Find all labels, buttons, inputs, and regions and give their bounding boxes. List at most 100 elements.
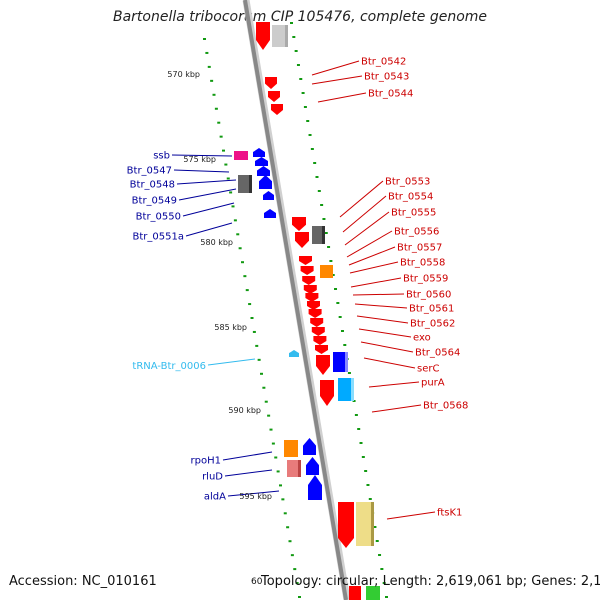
- forward-cds: [292, 217, 306, 231]
- gc-dot-right: [380, 568, 384, 570]
- callout-line: [386, 511, 436, 520]
- reverse-cds: [264, 209, 276, 218]
- gc-dot-left: [248, 303, 252, 306]
- forward-cds-small: [307, 301, 320, 310]
- gc-dot-left: [276, 470, 280, 473]
- forward-cds-small: [310, 318, 324, 327]
- gene-label-Btr_0559: Btr_0559: [403, 274, 448, 285]
- callout-line: [339, 180, 384, 218]
- gc-dot-right: [347, 372, 351, 374]
- gc-dot-right: [313, 162, 317, 164]
- callout-line: [207, 358, 256, 366]
- topology-text: Topology: circular; Length: 2,619,061 bp…: [261, 574, 600, 589]
- gc-dot-left: [267, 414, 271, 417]
- callout-line: [360, 341, 414, 353]
- callout-line: [368, 381, 420, 388]
- gene-label-Btr_0549: Btr_0549: [132, 196, 177, 207]
- gc-dot-right: [343, 344, 347, 346]
- gc-dot-left: [271, 442, 275, 445]
- gc-dot-right: [338, 316, 342, 318]
- gc-dot-right: [334, 288, 338, 290]
- gc-dot-right: [378, 554, 382, 556]
- gc-dot-right: [306, 120, 310, 122]
- grey-feature-shade: [249, 175, 252, 193]
- gc-dot-right: [352, 400, 356, 402]
- callout-line: [311, 60, 360, 76]
- gc-dot-left: [214, 107, 218, 110]
- scale-label: 585 kbp: [214, 323, 247, 332]
- label-callouts: Btr_0542 Btr_0543 Btr_0544 Btr_0553 Btr_0554…: [127, 57, 468, 520]
- pink-feature: [287, 460, 301, 477]
- gc-dot-right: [320, 204, 324, 206]
- grey-feature-top-shade: [285, 25, 288, 47]
- reverse-cds: [253, 148, 265, 157]
- gc-dot-right: [354, 414, 358, 416]
- gc-dot-right: [373, 526, 377, 528]
- callout-line: [185, 222, 233, 237]
- gc-dot-left: [233, 219, 237, 222]
- reverse-cds: [308, 475, 322, 500]
- callout-line: [352, 293, 405, 296]
- map-title: Bartonella tribocorum CIP 105476, comple…: [112, 9, 488, 25]
- gc-dot-left: [231, 205, 235, 208]
- gc-dot-right: [317, 190, 321, 192]
- gc-dot-left: [203, 38, 206, 40]
- gene-label-Btr_0557: Btr_0557: [397, 243, 442, 254]
- gc-dot-right: [331, 274, 335, 276]
- scale-label: 580 kbp: [200, 238, 233, 247]
- forward-cds-small: [308, 309, 322, 318]
- gc-dot-left: [255, 344, 259, 347]
- feature-glyphs: [234, 22, 380, 600]
- gc-dot-left: [241, 261, 244, 264]
- callout-line: [222, 451, 273, 461]
- forward-cds-small: [300, 266, 314, 275]
- gc-dot-right: [301, 92, 305, 94]
- gene-label-Btr_0568: Btr_0568: [423, 401, 468, 412]
- gc-dot-right: [290, 22, 293, 24]
- reverse-cds: [263, 191, 274, 200]
- gene-label-purA: purA: [421, 378, 445, 389]
- gc-dot-left: [269, 428, 273, 431]
- gc-dot-right: [336, 302, 340, 304]
- callout-line: [349, 261, 399, 274]
- forward-cds: [338, 502, 354, 548]
- gc-dot-right: [322, 218, 326, 220]
- forward-cds-small: [302, 276, 316, 285]
- gc-dot-left: [207, 65, 211, 68]
- gc-dot-right: [310, 148, 314, 150]
- gene-label-exo: exo: [413, 333, 431, 344]
- accession-text: Accession: NC_010161: [9, 574, 157, 589]
- reverse-cds: [259, 175, 272, 189]
- gc-dot-left: [250, 317, 254, 319]
- gc-dot-left: [260, 372, 263, 375]
- gc-dot-right: [385, 596, 388, 598]
- callout-line: [224, 469, 273, 477]
- blue-feature-shade: [345, 352, 348, 372]
- gc-dot-left: [226, 177, 230, 180]
- gc-dot-left: [298, 596, 301, 598]
- forward-cds: [316, 355, 330, 375]
- gc-dot-left: [205, 51, 209, 54]
- trna-label: tRNA-Btr_0006: [132, 361, 206, 372]
- gene-label-ssb: ssb: [153, 151, 170, 162]
- callout-line: [176, 179, 237, 185]
- gc-dot-left: [212, 93, 216, 96]
- gc-dot-left: [288, 540, 292, 543]
- genome-backbone: [242, 0, 351, 600]
- scale-label: 570 kbp: [167, 70, 200, 79]
- reverse-cds: [303, 438, 316, 455]
- forward-cds-small: [311, 327, 325, 336]
- scale-label: 575 kbp: [183, 155, 216, 164]
- gc-dot-left: [264, 400, 268, 403]
- gc-dot-left: [219, 135, 223, 138]
- gene-label-Btr_0543: Btr_0543: [364, 72, 409, 83]
- forward-cds-top: [256, 22, 270, 50]
- gene-label-serC: serC: [417, 364, 439, 375]
- backbone-line: [243, 0, 348, 600]
- gc-dot-right: [366, 484, 370, 486]
- gene-label-Btr_0556: Btr_0556: [394, 227, 439, 238]
- callout-line: [178, 188, 237, 201]
- reverse-cds: [255, 157, 268, 166]
- forward-cds-small: [299, 256, 312, 265]
